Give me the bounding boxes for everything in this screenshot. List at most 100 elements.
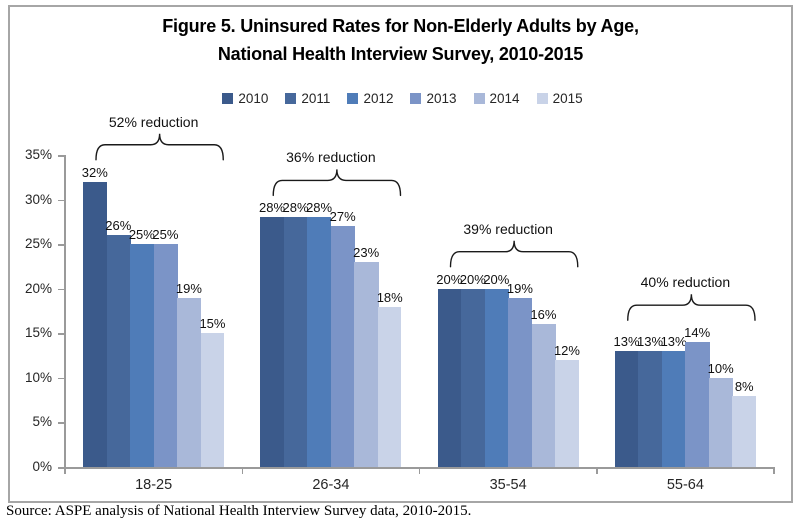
bar-2013-55-64 [685,342,710,467]
y-tick-mark [58,377,65,380]
bar-2014-55-64 [708,377,734,467]
x-category-label-55-64: 55-64 [666,477,704,493]
legend-item-2012: 2012 [347,91,393,106]
bar-2011-18-25 [106,235,131,467]
x-category-label-26-34: 26-34 [312,477,350,493]
annotation-label-35-54: 39% reduction [463,220,553,237]
bar-value-label: 15% [199,316,226,332]
x-category-label-18-25: 18-25 [135,477,173,493]
bar-value-label: 14% [684,325,711,341]
bar-value-label: 28% [259,200,286,216]
source-note: Source: ASPE analysis of National Health… [6,503,472,519]
x-tick-mark [596,468,598,474]
bar-value-label: 25% [152,227,179,243]
bar-2015-26-34 [377,306,402,467]
bar-value-label: 28% [306,200,333,216]
legend-item-2014: 2014 [473,91,520,106]
bar-value-label: 16% [530,307,557,323]
bar-value-label: 25% [128,227,155,243]
y-axis [64,155,66,468]
bar-value-label: 20% [436,271,463,287]
bar-value-label: 20% [483,271,510,287]
bar-2014-18-25 [177,297,202,467]
bar-2011-35-54 [461,288,486,467]
bar-2012-35-54 [484,288,509,467]
y-tick-label-10: 10% [24,369,52,385]
legend-swatch-2013 [410,93,422,104]
legend-item-2013: 2013 [410,91,457,106]
x-tick-mark [418,468,421,474]
y-tick-label-20: 20% [24,280,52,296]
bar-value-label: 19% [175,280,202,296]
bar-2010-55-64 [614,351,639,467]
bar-2012-55-64 [661,351,686,467]
bar-2010-18-25 [83,181,108,467]
bar-2011-26-34 [283,217,308,467]
bar-2011-55-64 [638,351,663,467]
legend-label-2014: 2014 [489,91,520,106]
y-tick-mark [58,155,65,157]
chart-title-line2: National Health Interview Survey, 2010-2… [217,44,584,64]
bar-value-label: 10% [707,360,734,376]
bar-value-label: 19% [506,280,533,296]
legend-label-2015: 2015 [552,91,583,106]
legend-label-2013: 2013 [426,91,457,106]
legend-swatch-2012 [347,93,359,104]
y-tick-label-25: 25% [24,236,52,252]
bar-value-label: 26% [105,218,132,234]
x-tick-mark [241,468,243,474]
bar-value-label: 20% [459,271,486,287]
legend-item-2010: 2010 [222,91,268,106]
bar-2012-26-34 [307,217,332,467]
legend-label-2011: 2011 [301,91,331,106]
y-tick-mark [58,467,65,469]
legend-item-2015: 2015 [536,91,583,106]
annotation-label-18-25: 52% reduction [108,113,199,130]
bar-value-label: 27% [329,209,356,225]
bar-2013-26-34 [330,226,356,467]
y-tick-label-5: 5% [32,414,52,430]
bar-value-label: 28% [282,200,309,216]
legend-label-2010: 2010 [238,91,269,106]
y-tick-mark [58,333,65,335]
y-tick-label-0: 0% [32,459,52,474]
legend-swatch-2010 [222,93,234,104]
legend-swatch-2015 [536,93,548,104]
bar-value-label: 12% [553,343,580,359]
bar-2013-18-25 [153,244,178,467]
y-tick-mark [58,422,65,424]
chart-title: Figure 5. Uninsured Rates for Non-Elderl… [8,12,793,68]
bar-2010-35-54 [437,288,462,467]
bar-2014-35-54 [531,324,556,467]
legend: 2010 2011 2012 2013 2014 2015 [0,91,805,106]
y-tick-label-30: 30% [24,191,52,207]
y-tick-label-35: 35% [24,147,52,162]
annotation-label-26-34: 36% reduction [286,149,376,166]
bar-value-label: 32% [81,164,108,180]
x-tick-mark [64,468,66,474]
x-tick-mark [773,468,775,474]
y-tick-mark [58,288,65,291]
bar-2015-55-64 [732,395,756,467]
chart-title-line1: Figure 5. Uninsured Rates for Non-Elderl… [162,16,639,36]
bar-2013-35-54 [508,297,533,467]
legend-item-2011: 2011 [285,91,330,106]
y-tick-mark [58,244,65,246]
annotation-label-55-64: 40% reduction [640,274,731,291]
legend-swatch-2011 [285,93,297,104]
bar-value-label: 8% [734,378,754,394]
bar-2012-18-25 [130,244,155,467]
bar-value-label: 13% [660,334,687,350]
bar-value-label: 13% [637,334,664,350]
legend-label-2012: 2012 [363,91,394,106]
bar-value-label: 23% [353,244,380,260]
bar-2010-26-34 [260,217,285,467]
bar-2015-35-54 [555,360,579,467]
y-tick-mark [58,199,65,202]
bar-2014-26-34 [354,261,379,467]
x-axis [64,467,775,469]
legend-swatch-2014 [473,93,485,104]
y-tick-label-15: 15% [24,325,52,341]
bar-value-label: 18% [376,289,403,305]
